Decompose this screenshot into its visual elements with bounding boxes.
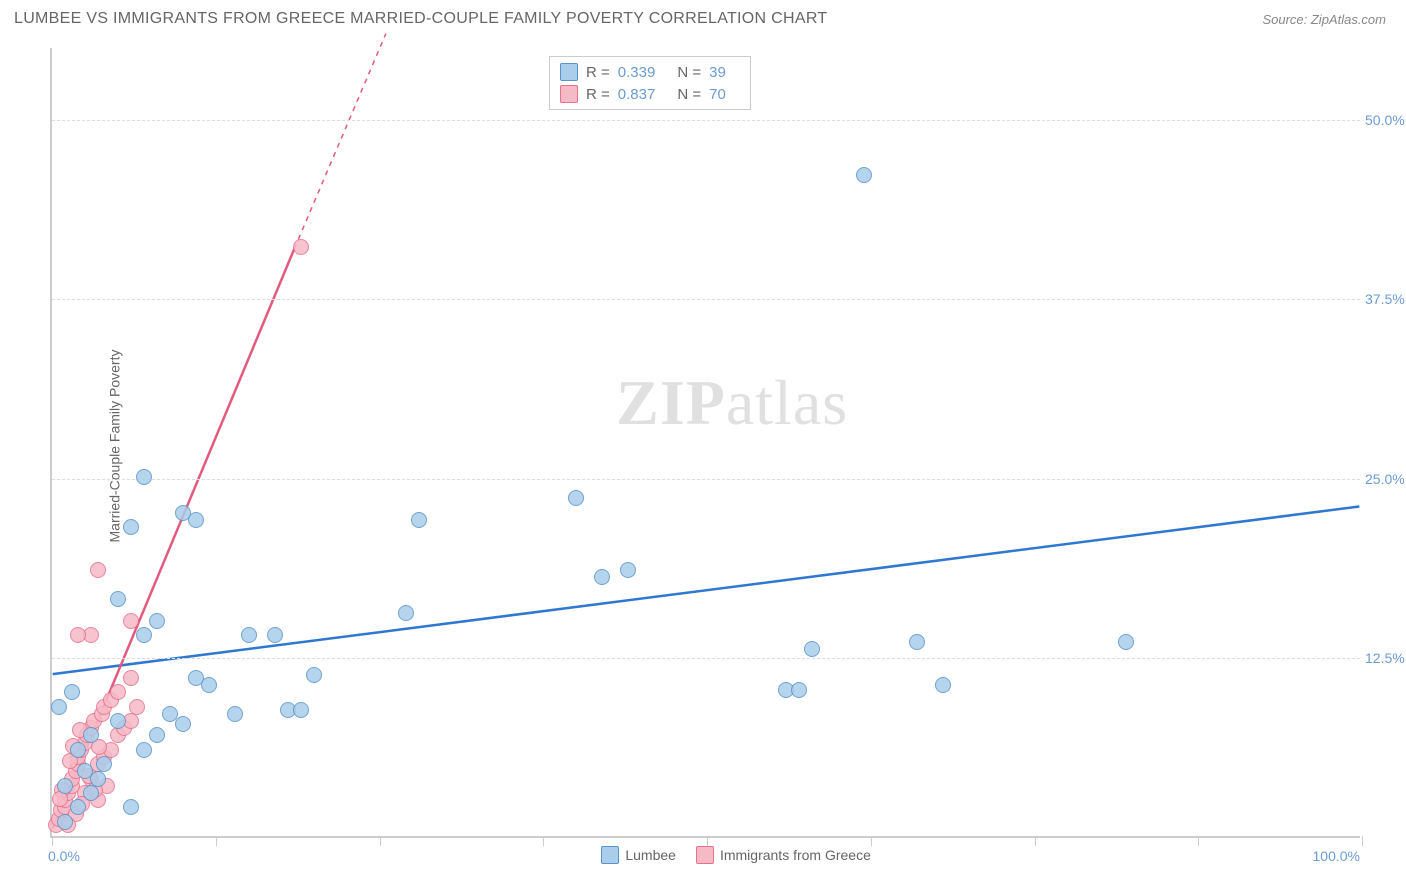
- data-point-lumbee: [77, 763, 93, 779]
- series-legend-item-lumbee: Lumbee: [601, 846, 676, 864]
- x-tick: [1035, 836, 1036, 846]
- data-point-lumbee: [123, 799, 139, 815]
- gridline: [52, 299, 1360, 300]
- data-point-lumbee: [227, 706, 243, 722]
- n-label: N =: [677, 64, 701, 81]
- data-point-greece: [293, 239, 309, 255]
- data-point-lumbee: [57, 814, 73, 830]
- data-point-greece: [70, 627, 86, 643]
- y-tick-label: 12.5%: [1365, 650, 1406, 666]
- data-point-lumbee: [110, 713, 126, 729]
- data-point-lumbee: [83, 785, 99, 801]
- data-point-lumbee: [935, 677, 951, 693]
- data-point-lumbee: [804, 641, 820, 657]
- watermark-light: atlas: [726, 367, 848, 438]
- data-point-lumbee: [149, 613, 165, 629]
- gridline: [52, 479, 1360, 480]
- data-point-lumbee: [568, 490, 584, 506]
- data-point-lumbee: [411, 512, 427, 528]
- regression-lines: [52, 48, 1360, 836]
- x-tick: [1198, 836, 1199, 846]
- data-point-lumbee: [620, 562, 636, 578]
- scatter-chart: ZIPatlas R =0.339N =39R =0.837N =70 Lumb…: [50, 48, 1360, 838]
- legend-row-greece: R = 0.837 N = 70: [560, 83, 740, 105]
- source-prefix: Source:: [1262, 12, 1310, 27]
- series-swatch-greece: [696, 846, 714, 864]
- data-point-lumbee: [83, 727, 99, 743]
- data-point-lumbee: [149, 727, 165, 743]
- n-value: 39: [709, 64, 726, 81]
- r-value: 0.339: [618, 64, 656, 81]
- data-point-lumbee: [96, 756, 112, 772]
- r-label: R =: [586, 64, 610, 81]
- data-point-lumbee: [856, 167, 872, 183]
- correlation-legend: R = 0.339 N = 39 R = 0.837 N = 70: [549, 56, 751, 110]
- data-point-lumbee: [594, 569, 610, 585]
- data-point-lumbee: [791, 682, 807, 698]
- data-point-greece: [123, 613, 139, 629]
- data-point-greece: [129, 699, 145, 715]
- x-tick: [52, 836, 53, 846]
- data-point-lumbee: [175, 505, 191, 521]
- data-point-lumbee: [241, 627, 257, 643]
- data-point-lumbee: [64, 684, 80, 700]
- y-tick-label: 50.0%: [1365, 112, 1406, 128]
- data-point-lumbee: [51, 699, 67, 715]
- data-point-lumbee: [1118, 634, 1134, 650]
- y-tick-label: 25.0%: [1365, 471, 1406, 487]
- source-name: ZipAtlas.com: [1311, 12, 1386, 27]
- data-point-lumbee: [201, 677, 217, 693]
- data-point-greece: [90, 562, 106, 578]
- series-legend-item-greece: Immigrants from Greece: [696, 846, 871, 864]
- data-point-lumbee: [110, 591, 126, 607]
- n-label: N =: [677, 86, 701, 103]
- gridline: [52, 658, 1360, 659]
- data-point-lumbee: [267, 627, 283, 643]
- data-point-lumbee: [136, 469, 152, 485]
- series-name: Immigrants from Greece: [720, 847, 871, 863]
- data-point-greece: [110, 684, 126, 700]
- series-swatch-lumbee: [601, 846, 619, 864]
- data-point-lumbee: [293, 702, 309, 718]
- data-point-lumbee: [123, 519, 139, 535]
- data-point-greece: [123, 670, 139, 686]
- x-tick: [380, 836, 381, 846]
- data-point-lumbee: [70, 799, 86, 815]
- chart-title: LUMBEE VS IMMIGRANTS FROM GREECE MARRIED…: [14, 10, 827, 28]
- y-tick-label: 37.5%: [1365, 291, 1406, 307]
- x-tick: [216, 836, 217, 846]
- gridline: [52, 120, 1360, 121]
- x-tick: [707, 836, 708, 846]
- r-value: 0.837: [618, 86, 656, 103]
- legend-swatch-lumbee: [560, 63, 578, 81]
- regression-line-lumbee: [53, 506, 1360, 674]
- data-point-lumbee: [175, 716, 191, 732]
- watermark: ZIPatlas: [616, 366, 848, 440]
- data-point-lumbee: [398, 605, 414, 621]
- x-axis-max-label: 100.0%: [1313, 848, 1360, 864]
- regression-line-dash-greece: [294, 34, 385, 249]
- data-point-lumbee: [57, 778, 73, 794]
- data-point-lumbee: [136, 742, 152, 758]
- x-tick: [1362, 836, 1363, 846]
- data-point-lumbee: [136, 627, 152, 643]
- legend-row-lumbee: R = 0.339 N = 39: [560, 61, 740, 83]
- series-legend: Lumbee Immigrants from Greece: [601, 846, 871, 864]
- x-tick: [871, 836, 872, 846]
- source-credit: Source: ZipAtlas.com: [1262, 12, 1386, 27]
- n-value: 70: [709, 86, 726, 103]
- legend-swatch-greece: [560, 85, 578, 103]
- r-label: R =: [586, 86, 610, 103]
- data-point-lumbee: [909, 634, 925, 650]
- data-point-lumbee: [70, 742, 86, 758]
- data-point-lumbee: [306, 667, 322, 683]
- x-tick: [543, 836, 544, 846]
- watermark-bold: ZIP: [616, 367, 726, 438]
- series-name: Lumbee: [625, 847, 676, 863]
- x-axis-min-label: 0.0%: [48, 848, 80, 864]
